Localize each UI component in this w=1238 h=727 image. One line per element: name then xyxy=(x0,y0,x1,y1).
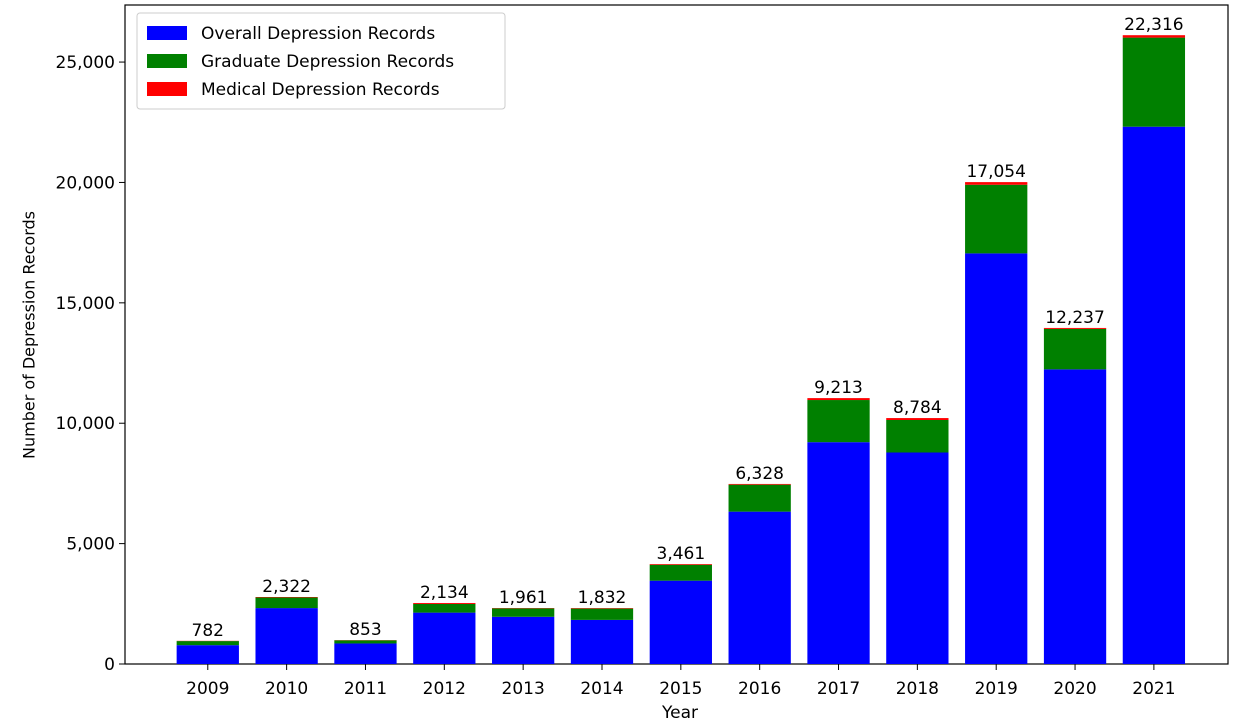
data-label: 12,237 xyxy=(1045,308,1104,328)
bar-segment xyxy=(649,564,712,581)
y-tick-label: 20,000 xyxy=(56,173,115,193)
legend-swatch xyxy=(147,26,187,40)
bar-segment xyxy=(492,608,555,617)
bar-segment xyxy=(1122,37,1186,127)
x-tick-label: 2016 xyxy=(738,679,781,699)
bar-segment xyxy=(649,580,712,664)
data-label: 2,134 xyxy=(420,583,469,603)
bar-segment xyxy=(1043,328,1107,370)
data-label: 22,316 xyxy=(1124,15,1183,35)
bar-segment xyxy=(255,608,318,664)
bar-segment xyxy=(413,612,476,664)
data-label: 6,328 xyxy=(735,464,784,484)
data-label: 17,054 xyxy=(966,162,1025,182)
x-tick-label: 2011 xyxy=(344,679,387,699)
bar-segment xyxy=(886,452,949,664)
x-tick-label: 2010 xyxy=(265,679,308,699)
y-tick-label: 5,000 xyxy=(66,535,115,555)
data-label: 2,322 xyxy=(262,577,311,597)
data-label: 8,784 xyxy=(893,398,942,418)
legend-swatch xyxy=(147,54,187,68)
data-label: 3,461 xyxy=(657,544,706,564)
legend-swatch xyxy=(147,82,187,96)
data-label: 782 xyxy=(192,621,224,641)
x-tick-label: 2017 xyxy=(817,679,860,699)
legend-label: Medical Depression Records xyxy=(201,80,440,100)
bar-segment xyxy=(1122,35,1186,38)
x-tick-label: 2012 xyxy=(423,679,466,699)
x-tick-label: 2015 xyxy=(659,679,702,699)
bar-segment xyxy=(965,182,1028,185)
bar-segment xyxy=(807,400,870,443)
bar-segment xyxy=(807,398,870,401)
y-tick-label: 15,000 xyxy=(56,294,115,314)
x-tick-label: 2013 xyxy=(502,679,545,699)
y-axis-label: Number of Depression Records xyxy=(20,211,39,459)
legend-box xyxy=(136,12,506,110)
x-tick-label: 2019 xyxy=(975,679,1018,699)
x-tick-label: 2018 xyxy=(896,679,939,699)
bar-segment xyxy=(1043,369,1107,664)
bar-segment xyxy=(965,184,1028,254)
bar-segment xyxy=(334,643,397,664)
bar-segment xyxy=(728,511,791,664)
legend-label: Graduate Depression Records xyxy=(201,52,454,72)
bar-segment xyxy=(1043,327,1107,329)
data-label: 1,961 xyxy=(499,588,548,608)
bar-segment xyxy=(886,418,949,420)
data-label: 1,832 xyxy=(578,588,627,608)
x-tick-label: 2009 xyxy=(186,679,229,699)
bar-segment xyxy=(413,603,476,613)
bar-segment xyxy=(570,619,634,664)
bar-segment xyxy=(176,645,239,664)
bar-segment xyxy=(413,602,476,604)
y-tick-label: 25,000 xyxy=(56,53,115,73)
bar-segment xyxy=(1122,126,1186,664)
bar-segment xyxy=(255,597,318,609)
x-axis-label: Year xyxy=(661,703,698,723)
x-tick-label: 2021 xyxy=(1132,679,1175,699)
y-tick-label: 0 xyxy=(104,655,115,675)
bar-segment xyxy=(807,442,870,664)
bar-segment xyxy=(728,484,791,512)
bar-segment xyxy=(570,608,634,620)
data-label: 853 xyxy=(349,620,381,640)
data-label: 9,213 xyxy=(814,378,863,398)
bar-segment xyxy=(334,640,397,644)
bar-segment xyxy=(728,483,791,485)
bar-segment xyxy=(492,616,555,664)
x-tick-label: 2020 xyxy=(1053,679,1096,699)
bar-segment xyxy=(886,419,949,453)
legend-label: Overall Depression Records xyxy=(201,24,435,44)
bar-segment xyxy=(176,641,239,646)
x-tick-label: 2014 xyxy=(580,679,623,699)
bar-segment xyxy=(965,253,1028,664)
y-tick-label: 10,000 xyxy=(56,414,115,434)
bar-segment xyxy=(649,564,712,565)
